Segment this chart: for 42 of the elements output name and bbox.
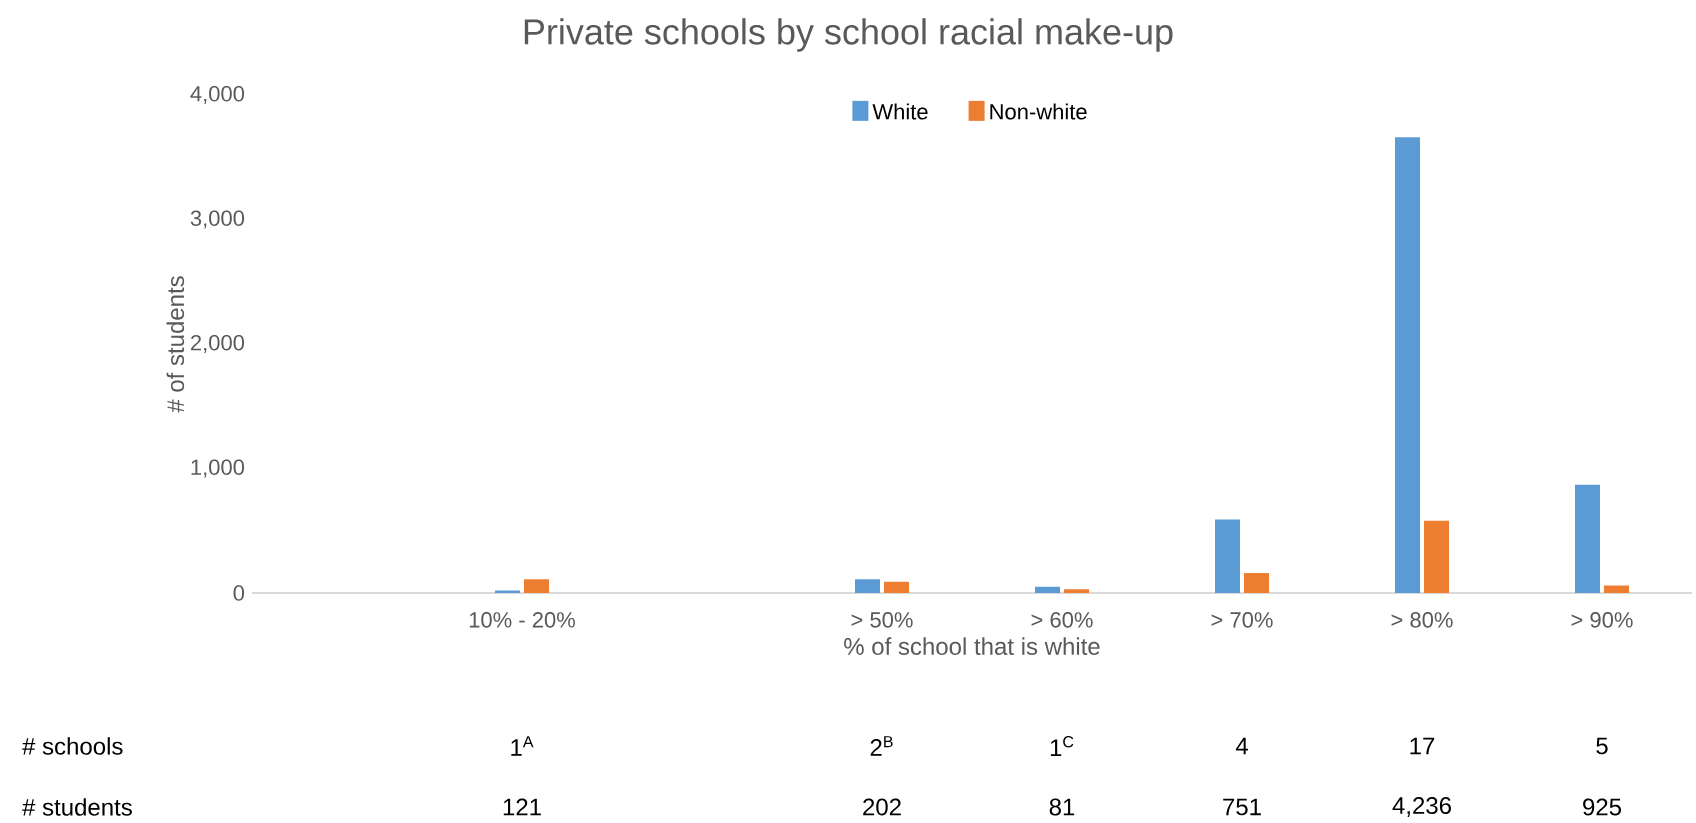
x-tick-label: > 80% [1391,612,1453,628]
y-axis-title: # of students [166,276,185,413]
x-tick-label: > 50% [851,612,913,628]
bar [495,590,520,593]
y-tick-label: 0 [233,585,245,601]
text: 81 [1049,798,1075,816]
x-tick-label: > 70% [1211,612,1273,628]
bar [1424,520,1449,593]
x-tick-label: > 90% [1571,612,1633,628]
y-tick-label: 3,000 [190,210,245,229]
bar [855,579,881,593]
bar [884,581,910,593]
text: # schools [22,737,123,755]
x-axis-title: % of school that is white [844,637,1100,655]
text: 751 [1223,798,1261,816]
bar [1215,519,1240,593]
x-tick-label: 10% - 20% [469,612,575,628]
bar [524,579,550,593]
text: 1$^{A}$ [511,736,534,756]
bar [1035,586,1061,593]
bar [1575,484,1600,593]
text: # students [22,798,132,816]
text: 2$^{B}$ [870,736,893,756]
chart-title: Private schools by school racial make-up [524,18,1173,52]
bar [1604,585,1629,593]
text: 1$^{C}$ [1050,736,1074,756]
text: 202 [863,798,901,816]
bar [1244,573,1269,593]
bar [1064,589,1089,593]
text: 121 [503,798,541,816]
text: 5 [1596,737,1608,755]
text: 4 [1235,737,1248,755]
text: 925 [1583,798,1621,816]
legend-label: Non-white [990,103,1087,120]
y-tick-label: 1,000 [191,459,245,478]
y-tick-label: 4,000 [190,85,245,105]
x-tick-label: > 60% [1031,612,1093,628]
text: 17 [1410,737,1435,755]
text: 4,236 [1392,797,1451,817]
legend-label: White [872,103,928,120]
bar [1395,137,1420,593]
y-tick-label: 2,000 [190,334,245,354]
